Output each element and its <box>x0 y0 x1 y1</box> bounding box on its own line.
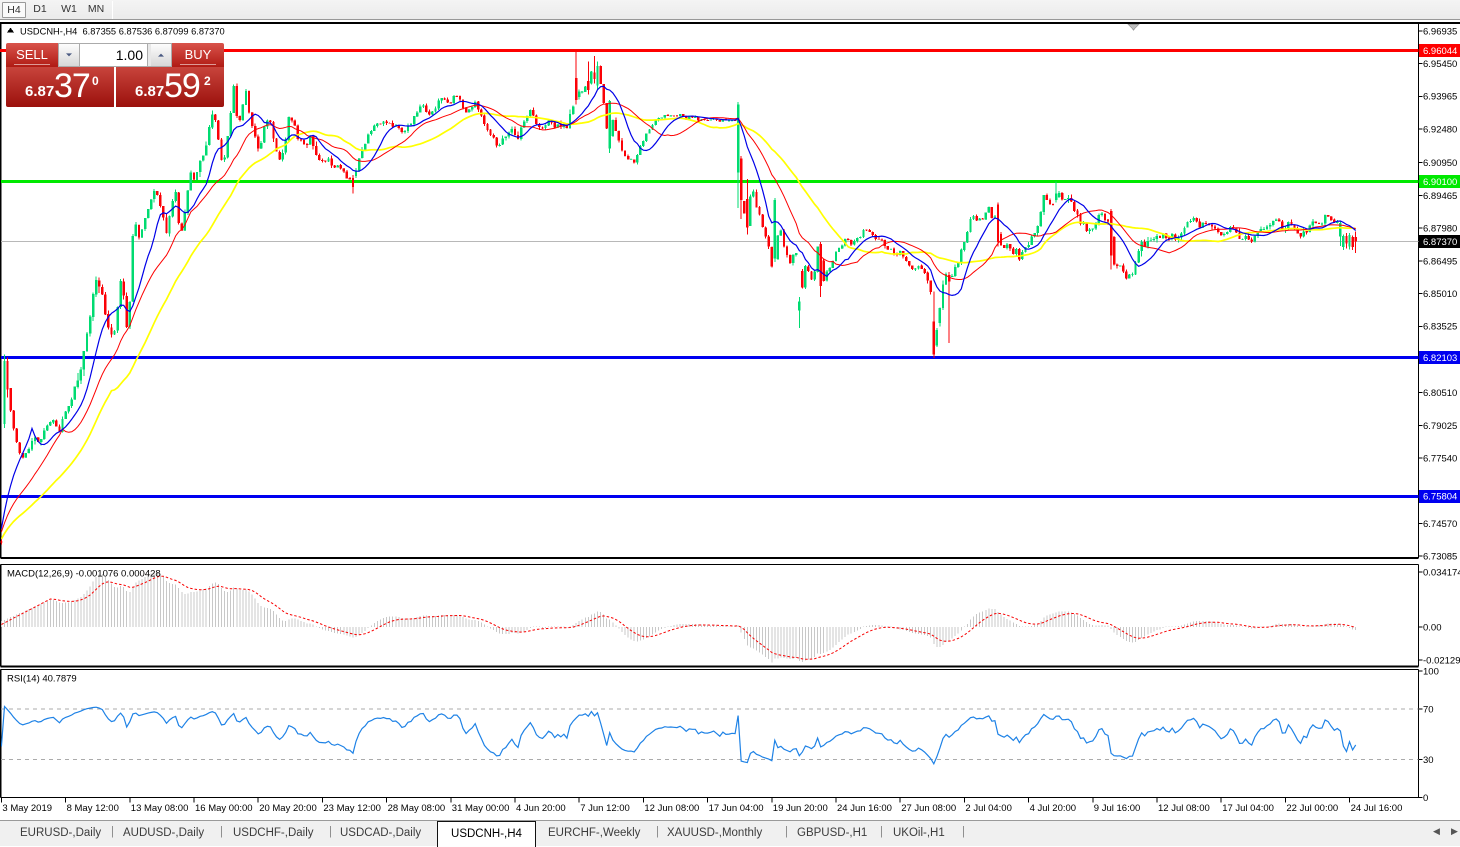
svg-text:6.90100: 6.90100 <box>1423 177 1457 188</box>
svg-text:12 Jul 08:00: 12 Jul 08:00 <box>1158 803 1210 814</box>
svg-text:6.85010: 6.85010 <box>1423 289 1457 300</box>
svg-text:6.87980: 6.87980 <box>1423 224 1457 235</box>
svg-text:19 Jun 20:00: 19 Jun 20:00 <box>773 803 828 814</box>
svg-text:0: 0 <box>1423 793 1428 804</box>
svg-text:6.74570: 6.74570 <box>1423 519 1457 530</box>
svg-text:6.96044: 6.96044 <box>1423 46 1457 57</box>
svg-text:0.00: 0.00 <box>1423 622 1442 633</box>
svg-text:17 Jul 04:00: 17 Jul 04:00 <box>1222 803 1274 814</box>
svg-text:31 May 00:00: 31 May 00:00 <box>452 803 510 814</box>
svg-text:4 Jul 20:00: 4 Jul 20:00 <box>1030 803 1076 814</box>
svg-text:7 Jun 12:00: 7 Jun 12:00 <box>580 803 630 814</box>
svg-text:27 Jun 08:00: 27 Jun 08:00 <box>901 803 956 814</box>
svg-text:4 Jun 20:00: 4 Jun 20:00 <box>516 803 566 814</box>
svg-text:USDCNH-,H4 6.87355 6.87536 6.: USDCNH-,H4 6.87355 6.87536 6.87099 6.873… <box>20 27 225 37</box>
svg-text:24 Jul 16:00: 24 Jul 16:00 <box>1351 803 1403 814</box>
svg-text:6.90950: 6.90950 <box>1423 158 1457 169</box>
svg-text:6.89465: 6.89465 <box>1423 191 1457 202</box>
svg-text:28 May 08:00: 28 May 08:00 <box>388 803 446 814</box>
svg-text:6.93965: 6.93965 <box>1423 92 1457 103</box>
svg-text:6.83525: 6.83525 <box>1423 322 1457 333</box>
svg-text:22 Jul 00:00: 22 Jul 00:00 <box>1286 803 1338 814</box>
svg-text:6.82103: 6.82103 <box>1423 353 1457 364</box>
svg-text:6.77540: 6.77540 <box>1423 454 1457 465</box>
svg-text:16 May 00:00: 16 May 00:00 <box>195 803 253 814</box>
svg-text:3 May 2019: 3 May 2019 <box>2 803 52 814</box>
svg-text:70: 70 <box>1423 704 1434 715</box>
svg-text:MACD(12,26,9) -0.001076 0.0004: MACD(12,26,9) -0.001076 0.000428 <box>7 569 161 580</box>
svg-text:6.79025: 6.79025 <box>1423 421 1457 432</box>
svg-text:6.75804: 6.75804 <box>1423 492 1457 503</box>
svg-text:20 May 20:00: 20 May 20:00 <box>259 803 317 814</box>
svg-text:6.80510: 6.80510 <box>1423 388 1457 399</box>
svg-text:30: 30 <box>1423 755 1434 766</box>
svg-text:6.73085: 6.73085 <box>1423 552 1457 563</box>
svg-text:24 Jun 16:00: 24 Jun 16:00 <box>837 803 892 814</box>
svg-text:100: 100 <box>1423 667 1439 678</box>
svg-text:9 Jul 16:00: 9 Jul 16:00 <box>1094 803 1140 814</box>
svg-text:6.86495: 6.86495 <box>1423 256 1457 267</box>
svg-text:8 May 12:00: 8 May 12:00 <box>67 803 119 814</box>
svg-text:12 Jun 08:00: 12 Jun 08:00 <box>644 803 699 814</box>
svg-text:6.87370: 6.87370 <box>1423 237 1457 248</box>
svg-text:-0.021296: -0.021296 <box>1423 655 1460 666</box>
svg-text:6.95450: 6.95450 <box>1423 59 1457 70</box>
svg-text:23 May 12:00: 23 May 12:00 <box>323 803 381 814</box>
svg-text:RSI(14) 40.7879: RSI(14) 40.7879 <box>7 674 77 685</box>
svg-text:2 Jul 04:00: 2 Jul 04:00 <box>965 803 1011 814</box>
svg-text:6.96935: 6.96935 <box>1423 26 1457 37</box>
svg-text:6.92480: 6.92480 <box>1423 124 1457 135</box>
svg-text:13 May 08:00: 13 May 08:00 <box>131 803 189 814</box>
svg-text:0.034174: 0.034174 <box>1423 567 1460 578</box>
svg-text:17 Jun 04:00: 17 Jun 04:00 <box>709 803 764 814</box>
